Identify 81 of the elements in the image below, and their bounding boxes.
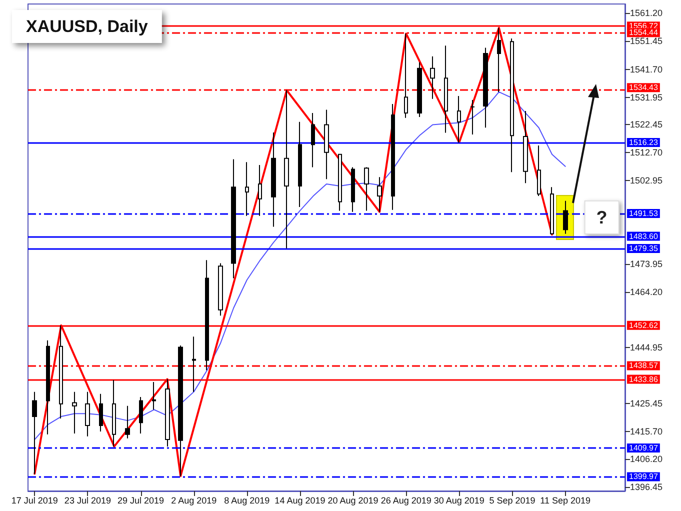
x-tick-label: 17 Jul 2019: [11, 496, 58, 506]
x-tick-label: 2 Aug 2019: [171, 496, 217, 506]
ref-line-label: 1438.57: [629, 361, 658, 370]
candlestick: [470, 100, 475, 136]
ref-line-label: 1554.44: [629, 28, 658, 38]
candlestick: [99, 393, 103, 432]
candlestick: [165, 378, 170, 447]
y-tick-label: 1502.95: [630, 176, 663, 186]
candlestick: [523, 110, 528, 184]
candlestick: [364, 166, 369, 212]
x-tick-label: 26 Aug 2019: [380, 496, 432, 506]
x-tick-label: 5 Sep 2019: [489, 496, 536, 506]
candlestick: [271, 132, 276, 228]
candlestick: [178, 345, 183, 477]
candlestick: [231, 158, 236, 279]
y-tick-label: 1464.20: [630, 287, 663, 298]
candlestick: [258, 164, 262, 216]
candlestick: [457, 95, 461, 144]
ref-line-label: 1433.86: [629, 374, 658, 384]
candlestick: [483, 47, 488, 128]
candlestick: [152, 382, 156, 410]
y-tick-label: 1425.45: [630, 398, 663, 408]
candlestick: [298, 121, 302, 208]
candlestick: [444, 45, 448, 134]
y-tick-label: 1406.20: [630, 454, 663, 464]
candlestick: [205, 260, 209, 371]
candlestick: [351, 166, 355, 212]
candlestick: [284, 90, 289, 249]
candlestick: [391, 104, 395, 210]
candlestick: [338, 154, 342, 212]
y-tick-label: 1541.70: [630, 64, 663, 74]
candlestick: [46, 340, 50, 435]
candlestick: [85, 391, 90, 437]
candlestick: [32, 391, 37, 475]
candlestick: [510, 38, 514, 173]
text: XAUUSD, Daily: [26, 17, 148, 36]
x-tick-label: 11 Sep 2019: [540, 496, 590, 506]
candlestick: [139, 396, 143, 434]
y-tick-label: 1512.70: [630, 148, 663, 158]
ref-line-label: 1491.53: [629, 208, 658, 218]
candlestick: [430, 56, 435, 100]
x-tick-label: 30 Aug 2019: [434, 496, 484, 506]
candlestick: [324, 109, 329, 180]
candlestick: [218, 262, 223, 316]
y-tick-label: 1522.45: [630, 120, 663, 130]
ref-line-label: 1516.23: [629, 138, 658, 147]
candlestick: [497, 27, 501, 92]
candlestick: [245, 162, 249, 216]
ref-line-label: 1483.60: [629, 232, 658, 241]
y-tick-label: 1561.20: [630, 8, 663, 18]
x-tick-label: 20 Aug 2019: [328, 496, 378, 506]
candlestick: [59, 324, 63, 420]
x-tick-label: 14 Aug 2019: [274, 496, 326, 506]
candlestick: [404, 33, 408, 118]
ref-line-label: 1452.62: [629, 320, 658, 330]
ref-line-label: 1556.72: [629, 22, 658, 31]
ref-line-label: 1534.43: [629, 83, 658, 92]
ref-line-label: 1409.97: [629, 443, 658, 452]
candlestick: [417, 62, 422, 118]
y-tick-label: 1473.95: [630, 259, 663, 270]
candlestick: [537, 144, 541, 197]
y-tick-label: 1551.45: [630, 36, 663, 46]
candlestick: [192, 336, 196, 392]
y-tick-label: 1415.70: [630, 426, 663, 436]
candlestick: [377, 176, 382, 212]
y-tick-label: 1531.95: [630, 92, 663, 102]
y-tick-label: 1396.45: [630, 482, 663, 492]
y-tick-label: 1444.95: [630, 342, 663, 352]
candlestick: [72, 391, 77, 434]
ref-line-label: 1399.97: [629, 472, 658, 482]
candlestick: [311, 112, 315, 168]
candlestick: [112, 380, 116, 447]
candlestick: [550, 186, 554, 236]
x-tick-label: 23 Jul 2019: [64, 496, 111, 506]
candlestick: [125, 405, 130, 439]
x-tick-label: 8 Aug 2019: [224, 496, 270, 506]
candlestick: [563, 200, 568, 234]
x-tick-label: 29 Jul 2019: [117, 496, 164, 506]
line-series: [34, 91, 566, 440]
text: ?: [596, 207, 608, 228]
ref-line-label: 1479.35: [629, 244, 658, 254]
